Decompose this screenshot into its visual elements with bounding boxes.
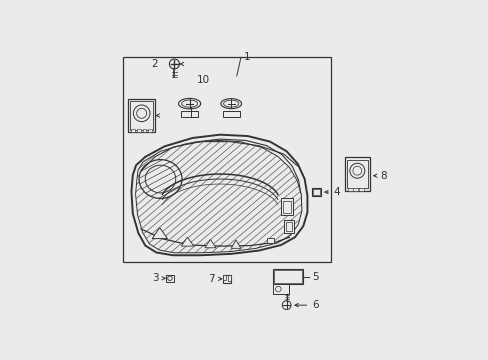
Polygon shape — [137, 139, 301, 251]
Text: 6: 6 — [311, 300, 318, 310]
Text: 1: 1 — [243, 51, 250, 62]
Bar — [311, 188, 320, 196]
Polygon shape — [131, 135, 307, 255]
Text: 8: 8 — [380, 171, 386, 181]
Circle shape — [137, 108, 146, 118]
Bar — [181, 111, 198, 117]
Bar — [131, 129, 135, 132]
Circle shape — [169, 59, 179, 69]
Text: 4: 4 — [333, 187, 340, 197]
Bar — [227, 275, 231, 281]
Text: 9: 9 — [137, 111, 143, 121]
Polygon shape — [231, 240, 241, 248]
Bar — [352, 188, 357, 191]
Bar — [344, 157, 369, 191]
Circle shape — [167, 276, 172, 280]
Bar — [358, 188, 363, 191]
Bar — [284, 220, 294, 233]
Bar — [267, 238, 274, 243]
Text: 10: 10 — [196, 75, 209, 85]
Bar — [273, 270, 302, 283]
Bar — [142, 129, 146, 132]
Circle shape — [352, 166, 361, 175]
Ellipse shape — [145, 165, 175, 193]
Bar — [223, 275, 226, 280]
Text: 7: 7 — [208, 274, 215, 284]
Bar — [223, 275, 231, 283]
Text: 2: 2 — [151, 59, 158, 69]
Bar — [166, 275, 173, 282]
Bar — [137, 129, 141, 132]
Circle shape — [275, 286, 281, 292]
Circle shape — [133, 105, 150, 122]
Ellipse shape — [181, 100, 197, 107]
Text: 3: 3 — [152, 273, 158, 283]
Text: 5: 5 — [311, 272, 318, 282]
Ellipse shape — [178, 98, 200, 109]
Polygon shape — [135, 140, 301, 253]
Bar — [312, 189, 319, 195]
Polygon shape — [152, 228, 167, 239]
Bar — [272, 284, 289, 294]
Bar — [285, 222, 292, 231]
Circle shape — [349, 163, 364, 178]
Bar — [128, 99, 155, 132]
Bar — [346, 159, 367, 188]
Circle shape — [282, 301, 290, 310]
Bar — [281, 198, 292, 215]
Ellipse shape — [139, 159, 182, 198]
Ellipse shape — [221, 99, 241, 109]
Polygon shape — [181, 237, 193, 246]
Bar — [223, 111, 239, 117]
Ellipse shape — [223, 100, 238, 107]
Bar — [347, 188, 352, 191]
Bar — [123, 57, 330, 262]
Bar — [272, 269, 303, 284]
Bar — [130, 102, 153, 130]
Bar — [148, 129, 152, 132]
Polygon shape — [204, 239, 216, 248]
Bar — [283, 201, 290, 213]
